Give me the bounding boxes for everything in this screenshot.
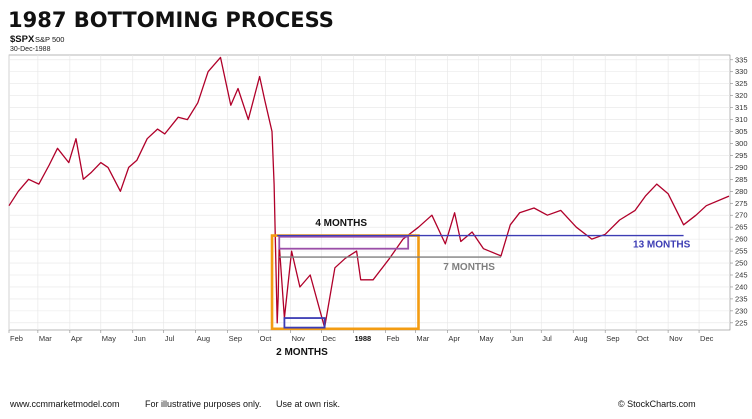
x-tick-label: Dec (323, 334, 337, 343)
y-tick-label: 230 (735, 306, 748, 315)
y-tick-label: 280 (735, 187, 748, 196)
x-tick-label: Aug (574, 334, 587, 343)
ticker-name: S&P 500 (35, 35, 64, 44)
x-tick-label: May (102, 334, 116, 343)
y-tick-label: 250 (735, 259, 748, 268)
y-tick-label: 255 (735, 247, 748, 256)
y-tick-label: 295 (735, 151, 748, 160)
y-tick-label: 300 (735, 139, 748, 148)
x-tick-label: Jun (511, 334, 523, 343)
y-tick-label: 270 (735, 211, 748, 220)
price-series (8, 56, 730, 329)
ticker-symbol: $SPX (10, 34, 35, 45)
y-tick-label: 290 (735, 163, 748, 172)
x-tick-label: Feb (10, 334, 23, 343)
x-tick-label: Nov (669, 334, 683, 343)
y-tick-label: 320 (735, 91, 748, 100)
y-tick-label: 305 (735, 127, 748, 136)
y-tick-label: 330 (735, 67, 748, 76)
x-tick-label: Oct (637, 334, 650, 343)
footer-disclaimer-2: Use at own risk. (276, 399, 340, 409)
x-tick-label: Apr (448, 334, 460, 343)
x-tick-label: Apr (71, 334, 83, 343)
y-tick-label: 325 (735, 79, 748, 88)
annotation-4-months: 4 MONTHS (315, 218, 367, 229)
x-tick-label: 1988 (355, 334, 372, 343)
y-tick-label: 260 (735, 235, 748, 244)
y-tick-label: 335 (735, 55, 748, 64)
annotation-overlays (270, 234, 684, 331)
x-tick-label: Aug (197, 334, 210, 343)
x-tick-label: Nov (292, 334, 306, 343)
x-tick-label: Jun (134, 334, 146, 343)
x-tick-label: Jul (165, 334, 175, 343)
blue-low-box (283, 317, 326, 329)
y-tick-label: 240 (735, 282, 748, 291)
x-tick-label: May (479, 334, 493, 343)
y-tick-label: 245 (735, 271, 748, 280)
ticker-date: 30-Dec-1988 (10, 46, 51, 53)
purple-range-box (278, 235, 410, 250)
grid (8, 55, 730, 330)
annotation-7-months: 7 MONTHS (443, 262, 495, 273)
price-line (8, 56, 730, 329)
annotation-2-months: 2 MONTHS (276, 347, 328, 358)
y-tick-label: 275 (735, 199, 748, 208)
annotation-13-months: 13 MONTHS (633, 240, 691, 251)
y-tick-label: 285 (735, 175, 748, 184)
x-tick-label: Mar (39, 334, 52, 343)
x-axis: Feb Mar Apr May Jun Jul Aug Sep Oct Nov Dec 1988 Feb… (8, 330, 714, 343)
footer-credit: © StockCharts.com (618, 399, 696, 409)
x-tick-label: Sep (229, 334, 242, 343)
y-tick-label: 265 (735, 223, 748, 232)
x-tick-label: Feb (386, 334, 399, 343)
plot-frame (8, 54, 731, 331)
x-tick-label: Dec (700, 334, 714, 343)
x-tick-label: Sep (606, 334, 619, 343)
footer-website: www.ccmmarketmodel.com (9, 399, 120, 409)
page-title: 1987 BOTTOMING PROCESS (8, 8, 334, 32)
y-tick-label: 310 (735, 115, 748, 124)
x-tick-label: Jul (542, 334, 552, 343)
y-tick-label: 235 (735, 294, 748, 303)
y-tick-label: 315 (735, 103, 748, 112)
x-tick-label: Oct (260, 334, 273, 343)
x-tick-label: Mar (416, 334, 429, 343)
y-tick-label: 225 (735, 318, 748, 327)
footer-disclaimer-1: For illustrative purposes only. (145, 399, 261, 409)
y-axis: 225 230 235 240 245 250 255 260 265 270 275 280 285 2… (730, 55, 748, 327)
